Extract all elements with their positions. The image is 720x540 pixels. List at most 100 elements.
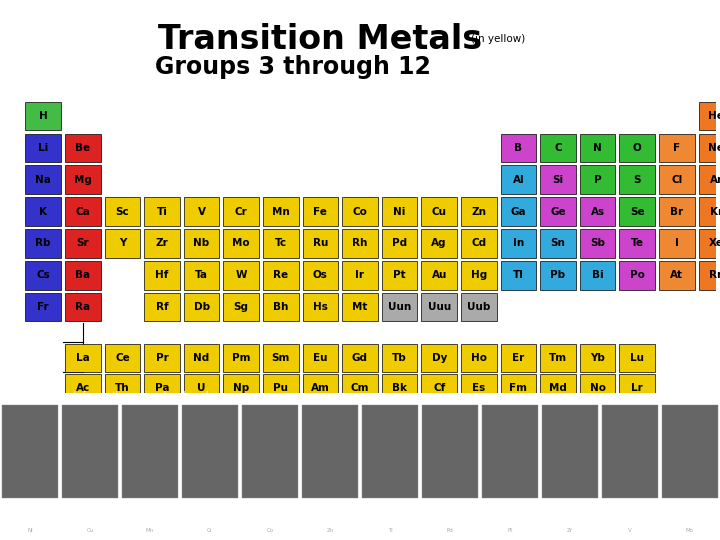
Text: Se: Se (630, 207, 644, 217)
FancyBboxPatch shape (659, 165, 695, 194)
Text: Nd: Nd (194, 353, 210, 363)
Text: Lr: Lr (631, 383, 643, 393)
Text: Ce: Ce (115, 353, 130, 363)
Text: Ta: Ta (195, 271, 208, 280)
FancyBboxPatch shape (184, 261, 220, 289)
FancyBboxPatch shape (144, 229, 180, 258)
FancyBboxPatch shape (104, 344, 140, 373)
Text: Th: Th (115, 383, 130, 393)
FancyBboxPatch shape (302, 293, 338, 321)
Bar (422, 405, 478, 498)
FancyBboxPatch shape (342, 374, 378, 403)
FancyBboxPatch shape (184, 374, 220, 403)
FancyBboxPatch shape (184, 197, 220, 226)
Text: Fm: Fm (510, 383, 527, 393)
Text: I: I (675, 239, 679, 248)
FancyBboxPatch shape (659, 133, 695, 162)
Text: Er: Er (512, 353, 525, 363)
Text: At: At (670, 271, 683, 280)
FancyBboxPatch shape (698, 229, 720, 258)
FancyBboxPatch shape (619, 229, 655, 258)
Text: F: F (673, 143, 680, 153)
Text: Co: Co (353, 207, 367, 217)
FancyBboxPatch shape (25, 102, 61, 130)
Text: Groups 3 through 12: Groups 3 through 12 (155, 55, 431, 79)
FancyBboxPatch shape (461, 197, 497, 226)
FancyBboxPatch shape (223, 344, 259, 373)
Text: U: U (197, 383, 206, 393)
FancyBboxPatch shape (184, 293, 220, 321)
FancyBboxPatch shape (263, 197, 299, 226)
Text: Gd: Gd (352, 353, 368, 363)
FancyBboxPatch shape (540, 374, 576, 403)
FancyBboxPatch shape (421, 261, 457, 289)
Text: Ra: Ra (75, 302, 91, 312)
Text: Uun: Uun (388, 302, 411, 312)
Text: Tc: Tc (275, 239, 287, 248)
Text: K: K (39, 207, 48, 217)
Text: Kr: Kr (710, 207, 720, 217)
Text: Db: Db (194, 302, 210, 312)
FancyBboxPatch shape (540, 344, 576, 373)
FancyBboxPatch shape (342, 197, 378, 226)
FancyBboxPatch shape (302, 261, 338, 289)
FancyBboxPatch shape (500, 197, 536, 226)
FancyBboxPatch shape (580, 344, 616, 373)
FancyBboxPatch shape (382, 374, 418, 403)
Text: P: P (594, 175, 601, 185)
FancyBboxPatch shape (263, 261, 299, 289)
Text: V: V (197, 207, 206, 217)
Text: Titanium: Titanium (375, 509, 405, 515)
Bar (602, 405, 658, 498)
Text: Ir: Ir (356, 271, 364, 280)
Bar (662, 405, 718, 498)
Text: Ru: Ru (312, 239, 328, 248)
FancyBboxPatch shape (25, 197, 61, 226)
FancyBboxPatch shape (302, 229, 338, 258)
FancyBboxPatch shape (619, 165, 655, 194)
FancyBboxPatch shape (540, 261, 576, 289)
Text: Vanadium: Vanadium (613, 509, 647, 515)
Text: Ge: Ge (550, 207, 566, 217)
Text: Cu: Cu (432, 207, 446, 217)
Text: Re: Re (273, 271, 289, 280)
FancyBboxPatch shape (104, 374, 140, 403)
Text: Pt: Pt (393, 271, 406, 280)
FancyBboxPatch shape (223, 374, 259, 403)
FancyBboxPatch shape (580, 133, 616, 162)
Text: Rn: Rn (708, 271, 720, 280)
Text: Bh: Bh (273, 302, 289, 312)
Text: Nb: Nb (194, 239, 210, 248)
Text: Te: Te (631, 239, 644, 248)
Text: Cm: Cm (351, 383, 369, 393)
Text: Mg: Mg (74, 175, 91, 185)
Bar (242, 405, 298, 498)
Text: Ti: Ti (156, 207, 168, 217)
Text: Eu: Eu (313, 353, 328, 363)
Text: Ni: Ni (393, 207, 406, 217)
Text: In: In (513, 239, 524, 248)
Bar (62, 405, 118, 498)
Text: Xe: Xe (709, 239, 720, 248)
Bar (182, 405, 238, 498)
FancyBboxPatch shape (342, 229, 378, 258)
FancyBboxPatch shape (619, 374, 655, 403)
FancyBboxPatch shape (540, 165, 576, 194)
FancyBboxPatch shape (382, 261, 418, 289)
FancyBboxPatch shape (382, 344, 418, 373)
Text: Bi: Bi (592, 271, 603, 280)
Bar (362, 405, 418, 498)
FancyBboxPatch shape (302, 197, 338, 226)
FancyBboxPatch shape (580, 197, 616, 226)
Text: Os: Os (313, 271, 328, 280)
FancyBboxPatch shape (500, 374, 536, 403)
FancyBboxPatch shape (302, 344, 338, 373)
Text: Ne: Ne (708, 143, 720, 153)
Text: Pa: Pa (155, 383, 169, 393)
Text: He: He (708, 111, 720, 121)
Text: Ba: Ba (75, 271, 91, 280)
FancyBboxPatch shape (342, 293, 378, 321)
FancyBboxPatch shape (540, 197, 576, 226)
Text: Copper: Copper (78, 509, 102, 515)
FancyBboxPatch shape (223, 197, 259, 226)
